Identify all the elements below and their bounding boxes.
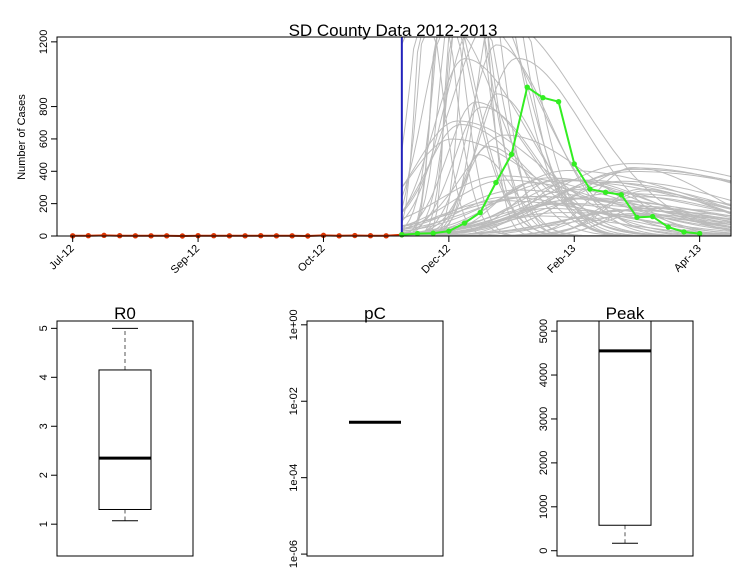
- peak-title: Peak: [606, 304, 645, 323]
- peak-frame: [556, 320, 694, 557]
- y-tick-label: 0: [38, 233, 50, 239]
- box-y-tick-label: 3: [38, 423, 50, 429]
- future-point: [696, 230, 703, 237]
- y-tick-label: 200: [38, 194, 50, 212]
- x-tick-label: Feb-13: [545, 243, 578, 276]
- pc-boxplot: pC 1e-06 1e-04 1e-02 1e+00: [288, 304, 444, 568]
- future-point: [602, 189, 609, 196]
- future-point: [649, 213, 656, 220]
- peak-y-axis-ticks: 0 1000 2000 3000 4000 5000: [538, 319, 557, 554]
- simulation-curve: [401, 37, 731, 236]
- x-tick-label: Apr-13: [672, 243, 704, 275]
- future-points: [399, 84, 703, 238]
- simulation-curve: [401, 175, 731, 227]
- box-y-tick-label: 2: [38, 472, 50, 478]
- box-y-tick-label: 5000: [538, 319, 550, 343]
- r0-boxplot: R0 1 2 3 4 5: [38, 304, 194, 557]
- simulation-curves: [401, 37, 731, 236]
- box-y-tick-label: 1000: [538, 495, 550, 519]
- future-point: [587, 186, 593, 192]
- y-axis-label: Number of Cases: [16, 94, 28, 180]
- r0-title: R0: [114, 304, 136, 323]
- box-y-tick-label: 1e-06: [288, 540, 300, 568]
- y-tick-label: 600: [38, 130, 50, 148]
- future-point: [618, 192, 624, 198]
- y-tick-label: 400: [38, 162, 50, 180]
- future-point: [681, 229, 687, 235]
- future-point: [508, 151, 515, 157]
- time-series-panel: SD County Data 2012-2013 Number of Cases…: [16, 21, 732, 276]
- r0-y-axis-ticks: 1 2 3 4 5: [38, 325, 57, 527]
- peak-box: [598, 320, 652, 526]
- box-y-tick-label: 1e-04: [288, 464, 300, 492]
- future-point: [477, 209, 483, 216]
- simulation-curve: [401, 37, 731, 232]
- x-tick-label: Dec-12: [419, 243, 453, 277]
- simulation-curve: [401, 170, 731, 234]
- future-point: [461, 220, 468, 226]
- x-tick-label: Sep-12: [169, 243, 203, 277]
- future-point: [571, 161, 577, 167]
- box-y-tick-label: 1e+00: [288, 309, 300, 340]
- simulation-curve: [401, 212, 731, 234]
- plot-frame: [56, 36, 732, 237]
- y-axis-ticks: 0 200 400 600 800 1200: [38, 30, 57, 239]
- simulation-curve: [401, 57, 731, 236]
- future-point: [446, 228, 452, 234]
- observed-point: [101, 232, 107, 239]
- pc-frame: [306, 320, 444, 557]
- future-point: [665, 224, 672, 230]
- r0-box: [98, 369, 152, 510]
- chart-title: SD County Data 2012-2013: [289, 21, 498, 40]
- box-y-tick-label: 3000: [538, 407, 550, 431]
- peak-boxplot: Peak 0 1000 2000 3000 4000 5000: [538, 304, 694, 557]
- pc-title: pC: [364, 304, 386, 323]
- simulation-curve: [401, 192, 731, 235]
- box-y-tick-label: 1: [38, 521, 50, 527]
- simulation-curve: [401, 171, 731, 235]
- simulation-curve: [401, 177, 731, 235]
- y-tick-label: 1200: [38, 30, 50, 54]
- y-tick-label: 800: [38, 97, 50, 115]
- future-point: [555, 99, 562, 105]
- pc-y-axis-ticks: 1e-06 1e-04 1e-02 1e+00: [288, 309, 307, 568]
- future-point: [414, 230, 421, 237]
- x-tick-label: Jul-12: [47, 243, 77, 273]
- box-y-tick-label: 2000: [538, 451, 550, 475]
- x-axis-ticks: Jul-12 Sep-12 Oct-12 Dec-12 Feb-13 Apr-13: [47, 236, 704, 276]
- future-point: [399, 232, 405, 238]
- box-y-tick-label: 5: [38, 325, 50, 331]
- future-point: [524, 84, 530, 90]
- box-y-tick-label: 0: [538, 548, 550, 554]
- future-point: [634, 214, 640, 221]
- r0-frame: [56, 320, 194, 557]
- x-tick-label: Oct-12: [296, 243, 328, 275]
- simulation-curve: [401, 163, 731, 235]
- box-y-tick-label: 4000: [538, 363, 550, 387]
- future-point: [493, 179, 499, 186]
- future-point: [430, 230, 436, 236]
- simulation-curve: [401, 200, 731, 232]
- future-point: [540, 94, 546, 101]
- simulation-curve: [401, 180, 731, 236]
- observed-point: [320, 232, 327, 239]
- box-y-tick-label: 4: [38, 374, 50, 380]
- box-y-tick-label: 1e-02: [288, 387, 300, 415]
